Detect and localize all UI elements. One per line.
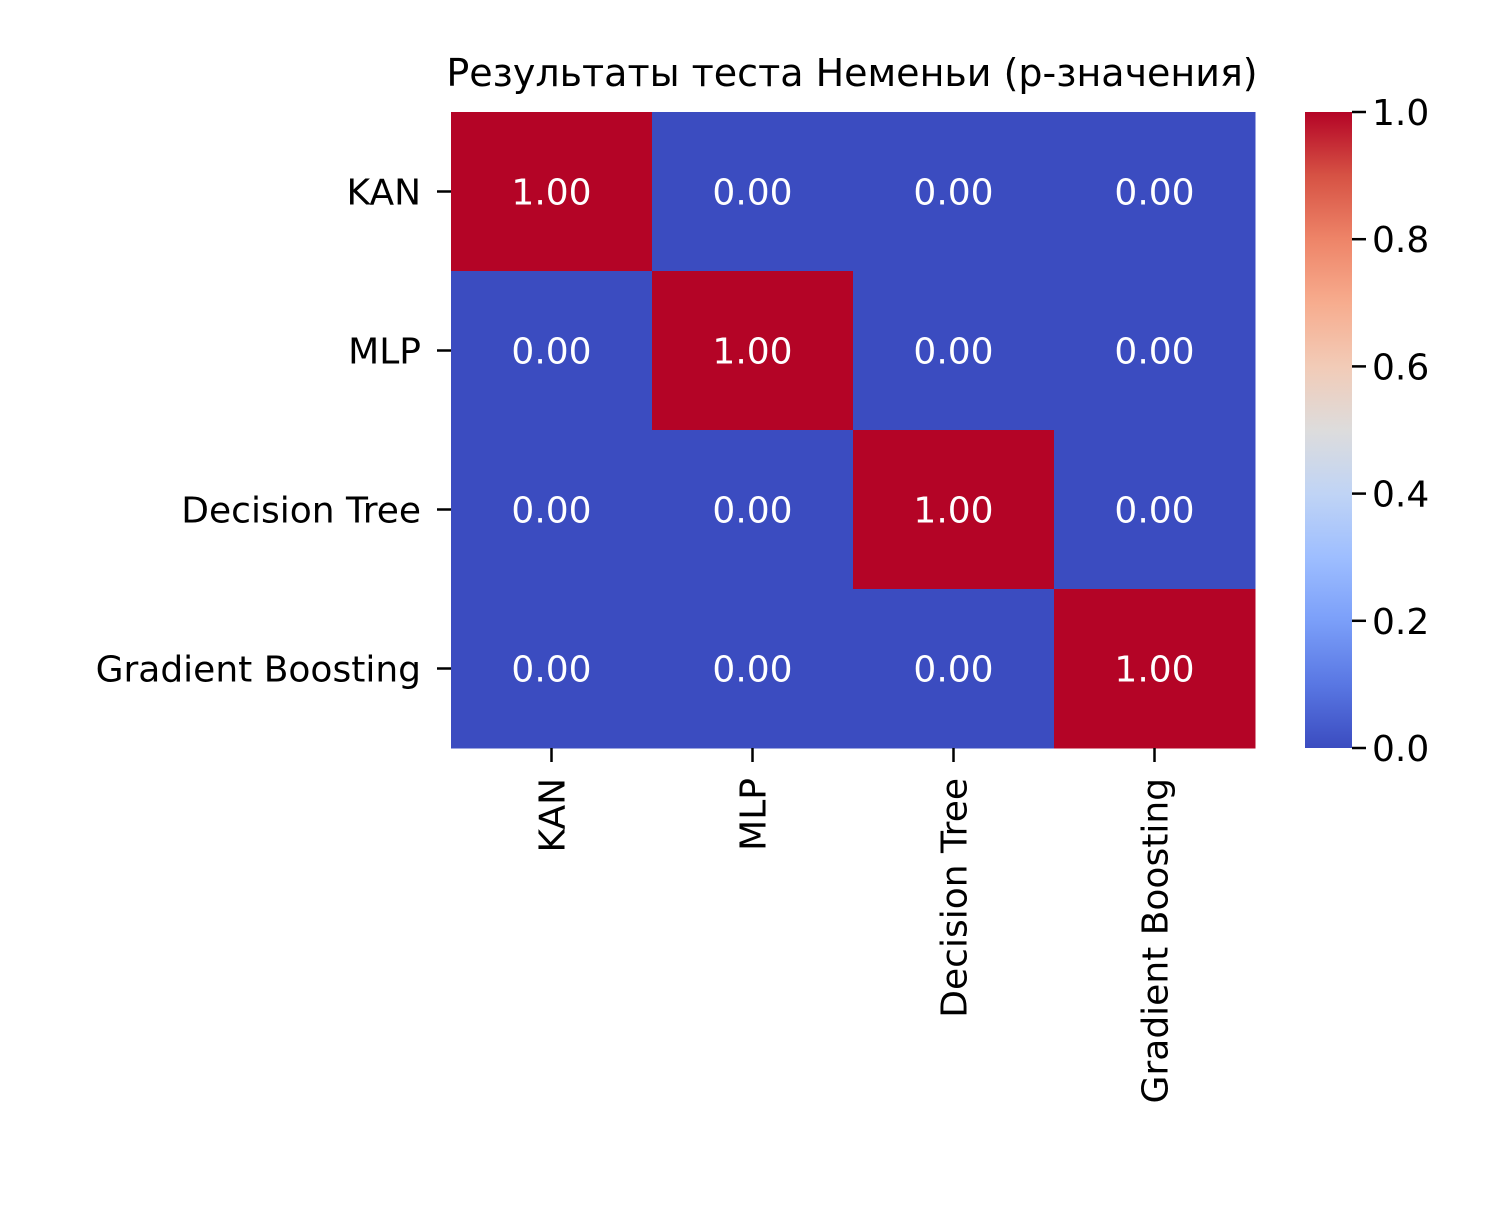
colorbar-gradient [1305, 112, 1352, 748]
cell-value-label: 0.00 [1114, 173, 1194, 214]
heatmap-cell [451, 112, 653, 272]
y-axis: KAN MLP Decision Tree Gradient Boosting [96, 173, 451, 691]
cell-value-label: 0.00 [712, 650, 792, 691]
cell-value-label: 0.00 [511, 491, 591, 532]
cell-value-label: 0.00 [511, 332, 591, 373]
cell-value-label: 1.00 [712, 332, 792, 373]
cell-annotations: 1.00 0.00 0.00 0.00 0.00 1.00 0.00 0.00 0.00 0.00… [511, 173, 1194, 691]
heatmap-cell [1054, 271, 1256, 431]
cell-value-label: 0.00 [712, 491, 792, 532]
colorbar-tick-label: 0.8 [1372, 220, 1429, 261]
heatmap-cell [1054, 589, 1256, 749]
colorbar-tick-label: 0.6 [1372, 347, 1429, 388]
x-axis: KAN MLP Decision Tree Gradient Boosting [533, 748, 1177, 1103]
colorbar-tick-label: 0.4 [1372, 475, 1429, 516]
cell-value-label: 1.00 [913, 491, 993, 532]
heatmap-cell [451, 589, 653, 749]
cell-value-label: 0.00 [712, 173, 792, 214]
colorbar: 0.0 0.2 0.4 0.6 0.8 1.0 [1305, 93, 1429, 770]
colorbar-tick-label: 0.0 [1372, 729, 1429, 770]
x-tick-label: Decision Tree [935, 778, 976, 1018]
heatmap-cell [652, 271, 854, 431]
heatmap-cell [652, 112, 854, 272]
cell-value-label: 1.00 [511, 173, 591, 214]
cell-value-label: 0.00 [1114, 491, 1194, 532]
heatmap-cell [853, 430, 1055, 590]
cell-value-label: 0.00 [1114, 332, 1194, 373]
heatmap-cell [652, 430, 854, 590]
heatmap-cell [451, 271, 653, 431]
chart-title: Результаты теста Неменьи (p-значения) [446, 51, 1257, 95]
x-tick-label: KAN [533, 778, 574, 853]
y-tick-label: Gradient Boosting [96, 650, 421, 691]
cell-value-label: 0.00 [511, 650, 591, 691]
cell-value-label: 1.00 [1114, 650, 1194, 691]
x-tick-label: Gradient Boosting [1136, 778, 1177, 1103]
y-tick-label: Decision Tree [181, 491, 421, 532]
heatmap-cell [1054, 430, 1256, 590]
heatmap-cell [451, 430, 653, 590]
x-tick-label: MLP [734, 778, 775, 851]
heatmap-cell [853, 271, 1055, 431]
heatmap-cell [652, 589, 854, 749]
colorbar-tick-label: 1.0 [1372, 93, 1429, 134]
y-tick-label: MLP [348, 332, 421, 373]
cell-value-label: 0.00 [913, 173, 993, 214]
cell-value-label: 0.00 [913, 332, 993, 373]
colorbar-tick-label: 0.2 [1372, 602, 1429, 643]
cell-value-label: 0.00 [913, 650, 993, 691]
heatmap-cells [451, 112, 1256, 749]
heatmap-cell [1054, 112, 1256, 272]
heatmap-cell [853, 589, 1055, 749]
y-tick-label: KAN [346, 173, 421, 214]
heatmap-cell [853, 112, 1055, 272]
